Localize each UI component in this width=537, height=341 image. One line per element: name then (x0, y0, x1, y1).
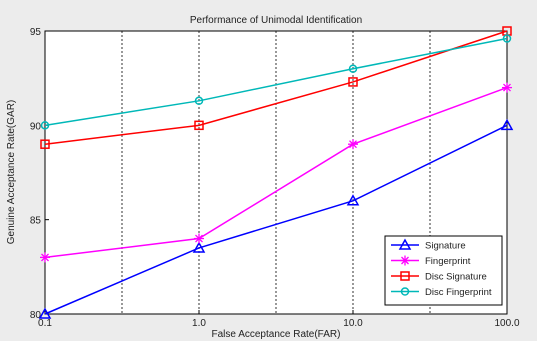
x-tick-label: 10.0 (343, 318, 363, 329)
legend-label-disc-fingerprint: Disc Fingerprint (425, 287, 492, 298)
series-line-signature (44, 124, 508, 315)
data-point-signature (500, 118, 514, 131)
x-axis-label: False Acceptance Rate(FAR) (212, 329, 341, 340)
y-tick-label: 85 (30, 216, 42, 227)
data-point-disc-fingerprint (194, 96, 204, 106)
data-point-fingerprint (502, 82, 512, 93)
legend-marker-disc-fingerprint (400, 287, 410, 296)
x-tick-label: 100.0 (494, 318, 519, 329)
grid-lines (121, 31, 431, 314)
legend: Signature Fingerprint Disc Signature Disc F… (384, 235, 503, 306)
data-point-fingerprint (40, 252, 50, 263)
x-tick-label: 0.1 (38, 318, 52, 329)
legend-marker-fingerprint (400, 255, 410, 266)
y-tick-label: 90 (30, 121, 42, 132)
chart-title: Performance of Unimodal Identification (190, 15, 362, 26)
legend-label-fingerprint: Fingerprint (425, 256, 471, 267)
data-point-disc-signature (348, 77, 358, 87)
data-point-disc-signature (40, 139, 50, 149)
x-tick-label: 1.0 (192, 318, 206, 329)
data-point-disc-signature (194, 120, 204, 131)
legend-marker-signature (398, 238, 412, 250)
y-tick-label: 80 (30, 310, 42, 321)
data-point-fingerprint (194, 233, 204, 244)
data-point-signature (38, 307, 52, 319)
series-group (38, 26, 514, 319)
y-tick-label: 95 (30, 27, 42, 38)
data-point-fingerprint (348, 139, 358, 150)
legend-entries: Signature Fingerprint Disc Signature Disc F… (391, 238, 492, 298)
data-point-disc-fingerprint (348, 64, 358, 73)
data-point-signature (192, 241, 206, 253)
data-point-disc-fingerprint (502, 34, 512, 43)
legend-label-signature: Signature (425, 241, 466, 252)
series-line-fingerprint (44, 86, 508, 259)
data-point-disc-fingerprint (40, 121, 50, 130)
y-axis-label: Genuine Acceptance Rate(GAR) (6, 100, 17, 245)
series-line-disc-signature (44, 30, 508, 145)
series-line-disc-fingerprint (44, 37, 508, 127)
legend-marker-disc-signature (400, 271, 410, 281)
legend-box (384, 235, 503, 306)
data-point-signature (346, 194, 360, 206)
legend-label-disc-signature: Disc Signature (425, 272, 487, 283)
